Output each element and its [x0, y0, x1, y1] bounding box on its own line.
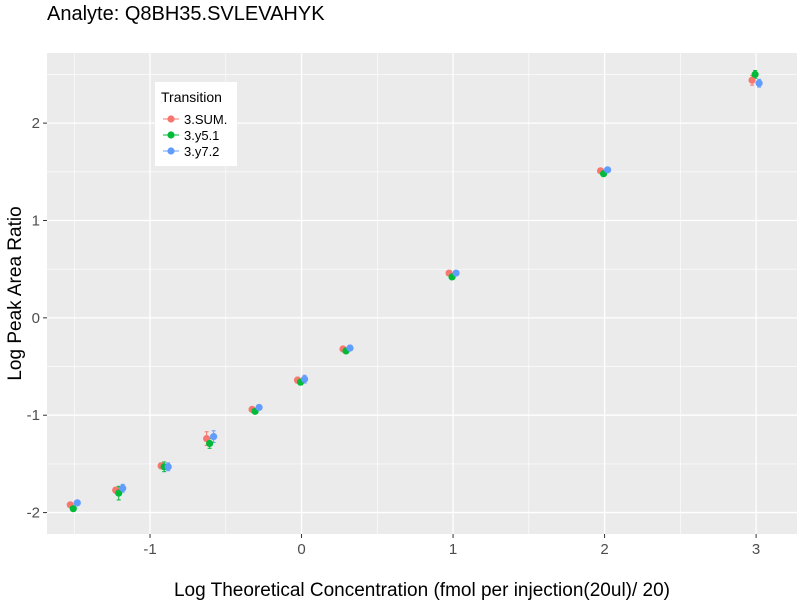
legend-key-point — [167, 115, 175, 123]
major-gridlines — [47, 53, 797, 534]
y-tick-label: -1 — [27, 407, 40, 424]
data-point — [69, 505, 77, 513]
legend-label: 3.SUM. — [184, 112, 227, 127]
legend-key-point — [167, 147, 175, 155]
x-tick-label: 0 — [297, 541, 305, 558]
data-point — [751, 70, 759, 79]
y-axis-ticks: -2 -1 0 1 2 — [27, 115, 47, 522]
y-tick-label: 1 — [32, 212, 40, 229]
data-point — [346, 344, 354, 352]
y-tick-label: 2 — [32, 115, 40, 132]
minor-gridlines — [47, 53, 797, 534]
x-tick-label: 3 — [752, 541, 760, 558]
legend-key-point — [167, 131, 175, 139]
legend-label: 3.y5.1 — [184, 128, 219, 143]
data-point — [210, 433, 218, 441]
data-point — [748, 76, 756, 84]
x-axis-title: Log Theoretical Concentration (fmol per … — [174, 580, 670, 600]
data-point — [755, 79, 763, 87]
data-point — [164, 463, 172, 471]
legend-label: 3.y7.2 — [184, 144, 219, 159]
x-tick-label: 1 — [449, 541, 457, 558]
x-tick-label: -1 — [143, 541, 156, 558]
data-point — [115, 489, 123, 497]
data-point — [119, 484, 127, 492]
data-point — [255, 403, 263, 412]
data-point — [603, 166, 612, 174]
x-axis-ticks: -1 0 1 2 3 — [143, 534, 760, 558]
y-tick-label: -2 — [27, 505, 40, 522]
x-tick-label: 2 — [600, 541, 608, 558]
legend: Transition 3.SUM.3.y5.13.y7.2 — [155, 82, 237, 166]
data-point — [452, 269, 460, 277]
legend-title: Transition — [161, 89, 222, 105]
y-axis-title: Log Peak Area Ratio — [5, 206, 26, 380]
legend-items: 3.SUM.3.y5.13.y7.2 — [163, 112, 227, 159]
data-point — [206, 439, 214, 448]
data-points — [66, 70, 763, 513]
y-tick-label: 0 — [32, 310, 40, 327]
chart-title: Analyte: Q8BH35.SVLEVAHYK — [47, 3, 325, 25]
data-point — [300, 375, 309, 383]
data-point — [73, 499, 81, 507]
